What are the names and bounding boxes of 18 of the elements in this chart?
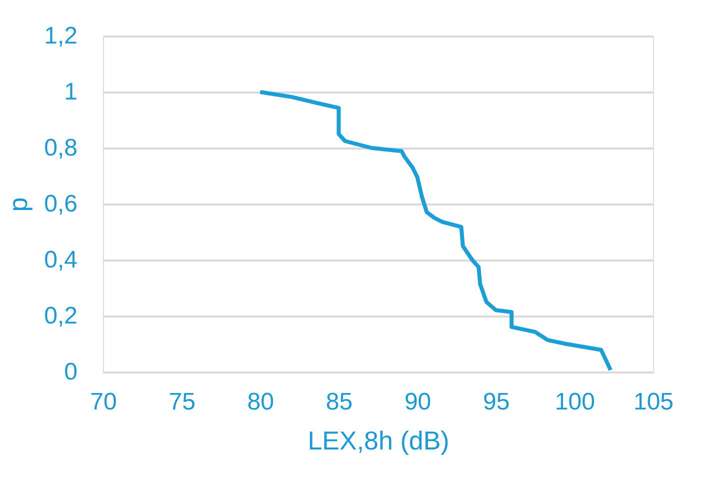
x-tick-label: 80	[247, 388, 274, 416]
y-tick-label: 1	[64, 78, 78, 106]
x-tick-label: 105	[633, 388, 674, 416]
x-tick-label: 75	[168, 388, 196, 416]
x-tick-label: 90	[404, 388, 432, 416]
x-tick-label: 100	[554, 388, 595, 416]
x-tick-label: 85	[326, 388, 353, 416]
y-tick-label: 0	[64, 358, 78, 386]
y-tick-label: 0,2	[44, 302, 78, 330]
y-tick-label: 0,8	[44, 134, 78, 162]
line-series	[258, 90, 613, 372]
x-axis-title: LEX,8h (dB)	[308, 426, 450, 456]
x-tick-label: 70	[90, 388, 117, 416]
y-tick-label: 0,4	[44, 246, 78, 274]
y-axis-title: p	[3, 197, 34, 212]
y-tick-label: 1,2	[44, 22, 78, 50]
x-tick-label: 95	[483, 388, 510, 416]
y-tick-label: 0,6	[44, 190, 78, 218]
